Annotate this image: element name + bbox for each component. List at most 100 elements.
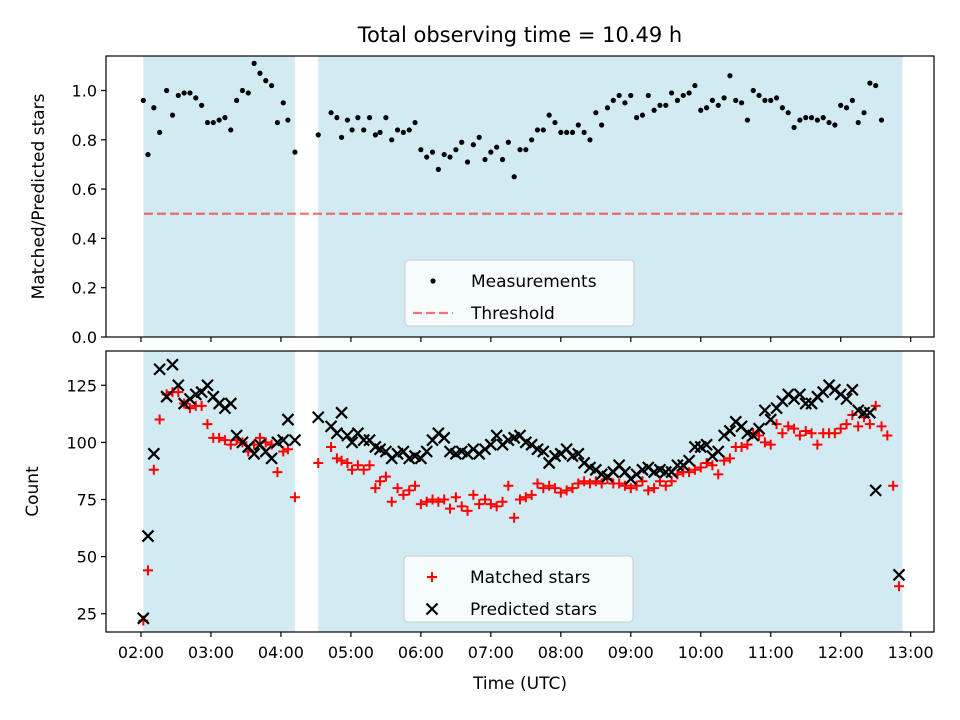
- matched-star-marker: [520, 492, 531, 503]
- measurement-point: [663, 102, 669, 108]
- measurement-point: [251, 60, 257, 66]
- matched-star-marker: [894, 581, 905, 592]
- predicted-star-marker: [723, 424, 737, 438]
- predicted-star-marker: [700, 438, 713, 451]
- matched-star-marker: [544, 480, 555, 491]
- measurement-point: [476, 134, 482, 140]
- measurement-point: [803, 115, 809, 121]
- measurement-point: [245, 90, 251, 96]
- predicted-star-marker: [537, 445, 550, 458]
- measurement-point: [634, 115, 640, 121]
- measurement-point: [424, 154, 430, 160]
- matched-star-marker: [695, 462, 706, 473]
- matched-star-marker: [415, 499, 426, 510]
- y-tick-label: 0.2: [72, 279, 97, 298]
- measurement-point: [280, 100, 286, 106]
- measurement-point: [709, 97, 716, 103]
- matched-star-marker: [278, 446, 289, 457]
- measurement-point: [768, 97, 774, 103]
- measurement-point: [587, 137, 593, 143]
- measurement-point: [581, 129, 587, 136]
- measurement-point: [459, 139, 465, 145]
- measurement-point: [372, 132, 378, 138]
- predicted-star-marker: [276, 433, 290, 447]
- measurement-point: [861, 110, 867, 116]
- matched-star-marker: [754, 430, 765, 441]
- measurement-point: [703, 105, 710, 111]
- y-axis-label: Matched/Predicted stars: [29, 93, 49, 299]
- predicted-star-marker: [846, 383, 859, 397]
- predicted-star-marker: [863, 406, 877, 419]
- legend-box: [403, 555, 634, 623]
- predicted-star-marker: [172, 378, 185, 392]
- measurement-point: [698, 107, 704, 113]
- matched-star-marker: [794, 430, 805, 441]
- predicted-star-marker: [147, 447, 161, 461]
- measurement-point: [228, 127, 234, 133]
- matched-star-marker: [713, 469, 724, 480]
- measurement-point: [669, 90, 675, 96]
- measurement-point: [292, 149, 298, 155]
- measurement-point: [838, 102, 844, 108]
- measurement-point: [773, 95, 780, 101]
- matched-star-marker: [538, 483, 549, 494]
- y-tick-label: 0.4: [72, 229, 97, 248]
- predicted-star-marker: [840, 392, 853, 406]
- predicted-star-marker: [330, 426, 344, 440]
- matched-star-marker: [347, 464, 358, 475]
- legend-label: Predicted stars: [470, 600, 597, 620]
- matched-star-marker: [643, 485, 654, 496]
- predicted-star-marker: [153, 362, 166, 376]
- matched-star-marker: [202, 419, 213, 430]
- matched-star-marker: [154, 414, 165, 425]
- y-tick-label: 50: [77, 548, 97, 567]
- predicted-star-marker: [490, 429, 503, 442]
- measurement-point: [239, 87, 246, 94]
- legend-matched-marker: [427, 572, 437, 582]
- measurement-point: [328, 110, 334, 116]
- measurement-point: [517, 147, 523, 153]
- measurement-point: [715, 102, 721, 108]
- measurement-point: [820, 115, 826, 121]
- matched-star-marker: [532, 478, 543, 489]
- measurement-point: [193, 95, 199, 101]
- measurement-point: [412, 119, 418, 126]
- measurement-point: [453, 147, 459, 153]
- matched-star-marker: [289, 492, 300, 503]
- measurement-point: [210, 119, 216, 126]
- measurement-point: [593, 110, 599, 116]
- measurement-point: [157, 129, 163, 136]
- matched-star-marker: [882, 430, 893, 441]
- observing-band: [143, 56, 295, 337]
- predicted-star-marker: [345, 436, 359, 449]
- matched-star-marker: [561, 485, 572, 496]
- matched-star-marker: [427, 494, 438, 505]
- y-tick-label: 0.6: [72, 180, 97, 199]
- measurement-point: [529, 137, 535, 143]
- legend-label: Measurements: [471, 272, 597, 292]
- measurement-point: [849, 97, 855, 103]
- measurement-point: [169, 112, 176, 118]
- measurement-point: [145, 151, 151, 158]
- measurement-point: [721, 95, 727, 101]
- matched-star-marker: [625, 483, 636, 494]
- predicted-star-marker: [141, 529, 155, 543]
- matched-star-marker: [480, 494, 491, 505]
- measurement-point: [222, 115, 228, 121]
- measurement-point: [464, 159, 471, 165]
- matched-star-marker: [358, 464, 369, 475]
- measurement-point: [511, 174, 517, 180]
- measurement-point: [361, 127, 367, 133]
- measurement-point: [334, 115, 340, 121]
- x-tick-label: 12:00: [818, 643, 864, 662]
- x-tick-label: 09:00: [608, 643, 654, 662]
- measurement-point: [657, 102, 663, 108]
- x-tick-label: 06:00: [398, 643, 444, 662]
- legend-label: Threshold: [470, 304, 555, 324]
- measurement-point: [187, 90, 193, 96]
- matched-star-marker: [313, 457, 324, 468]
- predicted-star-marker: [764, 413, 778, 426]
- legend-box: [404, 259, 635, 327]
- predicted-star-marker: [682, 454, 696, 467]
- predicted-star-marker: [224, 397, 238, 410]
